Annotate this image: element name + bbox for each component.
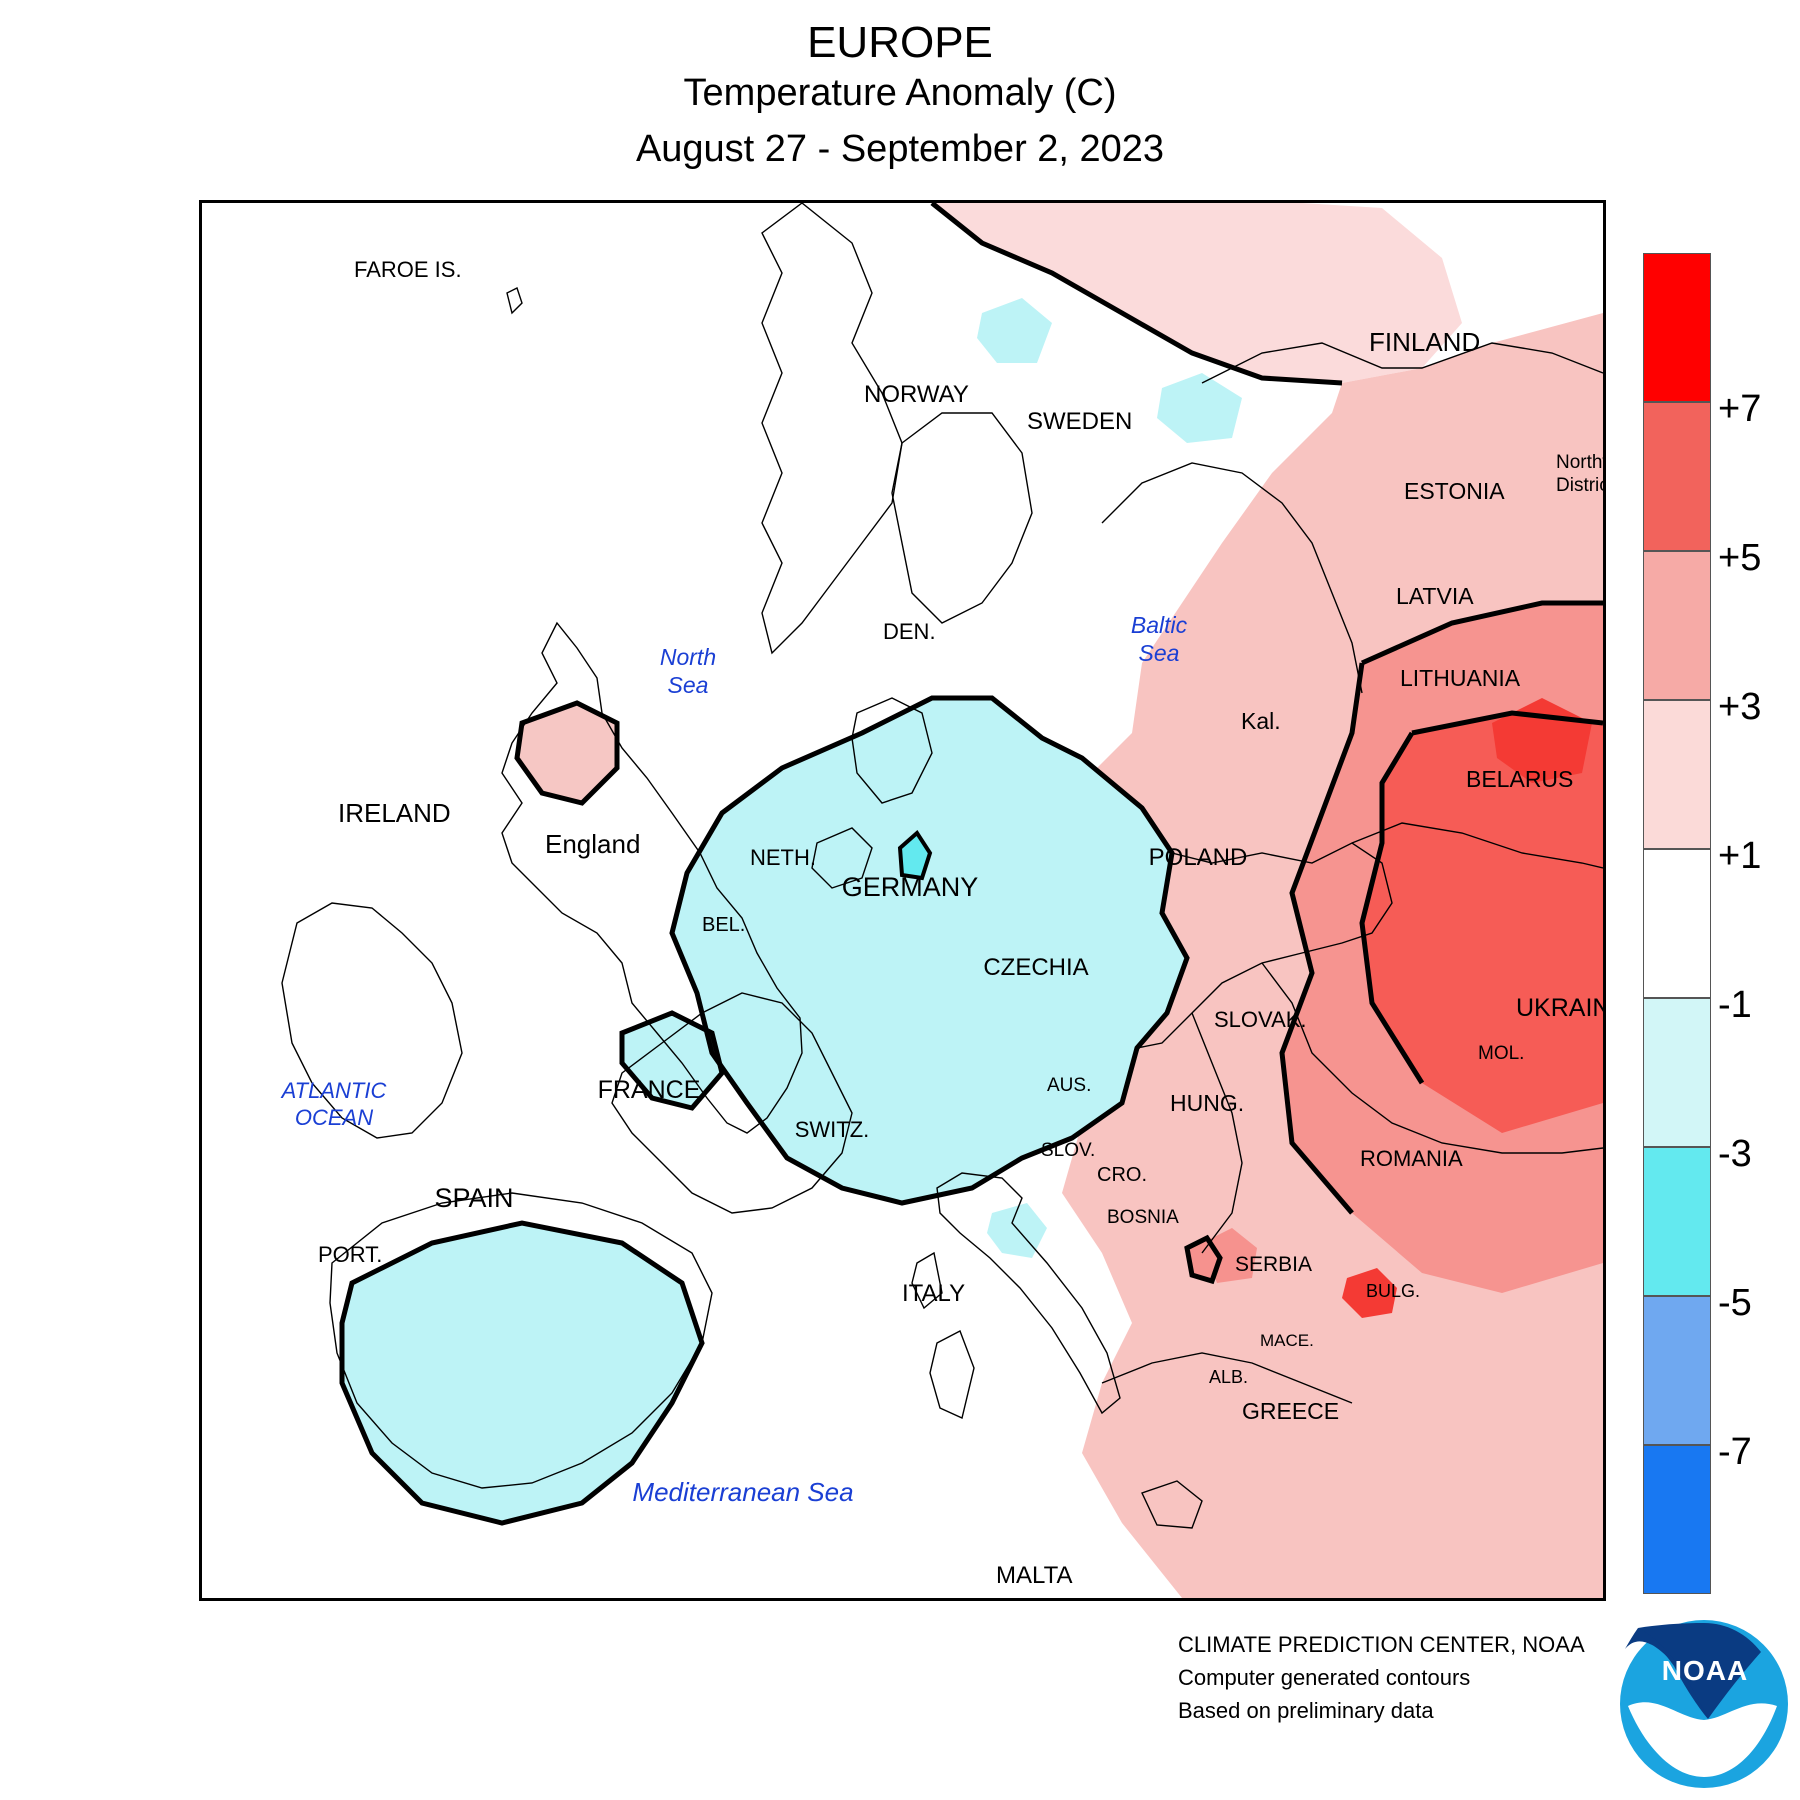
svg-text:MALTA: MALTA (996, 1562, 1072, 1589)
svg-text:Northwest: Northwest (1556, 452, 1603, 473)
svg-text:BEL.: BEL. (702, 914, 745, 936)
svg-text:Sea: Sea (668, 672, 709, 698)
svg-text:BOSNIA: BOSNIA (1107, 1207, 1179, 1228)
svg-text:ROMANIA: ROMANIA (1360, 1146, 1463, 1171)
svg-text:OCEAN: OCEAN (295, 1105, 373, 1130)
svg-text:AUS.: AUS. (1047, 1075, 1091, 1096)
svg-text:NOAA: NOAA (1662, 1655, 1748, 1686)
svg-text:England: England (545, 829, 640, 859)
svg-text:North: North (660, 644, 716, 670)
svg-text:ESTONIA: ESTONIA (1404, 478, 1505, 504)
svg-text:LITHUANIA: LITHUANIA (1400, 665, 1521, 691)
svg-text:LATVIA: LATVIA (1396, 583, 1474, 609)
svg-text:Mediterranean Sea: Mediterranean Sea (632, 1477, 853, 1507)
svg-text:POLAND: POLAND (1149, 844, 1248, 871)
svg-text:Kal.: Kal. (1241, 708, 1281, 734)
svg-text:BULG.: BULG. (1366, 1281, 1420, 1301)
svg-text:CZECHIA: CZECHIA (983, 954, 1088, 981)
svg-text:UKRAINE: UKRAINE (1516, 994, 1603, 1022)
svg-text:BELARUS: BELARUS (1466, 766, 1573, 792)
svg-text:Baltic: Baltic (1131, 612, 1188, 638)
svg-text:PORT.: PORT. (318, 1242, 382, 1267)
svg-text:SERBIA: SERBIA (1235, 1253, 1312, 1276)
svg-text:CRO.: CRO. (1097, 1164, 1147, 1186)
svg-text:SPAIN: SPAIN (434, 1183, 513, 1213)
svg-text:MOL.: MOL. (1478, 1043, 1524, 1064)
svg-text:IRELAND: IRELAND (338, 798, 451, 828)
svg-text:NETH.: NETH. (750, 845, 816, 870)
svg-text:Sea: Sea (1139, 640, 1180, 666)
svg-text:District: District (1556, 475, 1603, 496)
svg-text:GERMANY: GERMANY (842, 872, 979, 902)
svg-text:NORWAY: NORWAY (864, 381, 969, 408)
svg-text:FRANCE: FRANCE (598, 1076, 701, 1104)
svg-text:MACE.: MACE. (1260, 1331, 1314, 1350)
svg-text:HUNG.: HUNG. (1170, 1090, 1244, 1116)
svg-text:DEN.: DEN. (883, 619, 936, 644)
svg-text:SWEDEN: SWEDEN (1027, 408, 1132, 435)
svg-text:SLOV.: SLOV. (1041, 1140, 1095, 1161)
svg-text:FAROE IS.: FAROE IS. (354, 257, 462, 282)
svg-text:SWITZ.: SWITZ. (795, 1117, 870, 1142)
svg-text:ATLANTIC: ATLANTIC (280, 1078, 387, 1103)
svg-text:GREECE: GREECE (1242, 1398, 1339, 1424)
svg-text:ITALY: ITALY (902, 1280, 965, 1307)
svg-text:FINLAND: FINLAND (1369, 327, 1480, 357)
svg-text:ALB.: ALB. (1209, 1367, 1248, 1387)
svg-text:SLOVAK.: SLOVAK. (1214, 1007, 1307, 1032)
